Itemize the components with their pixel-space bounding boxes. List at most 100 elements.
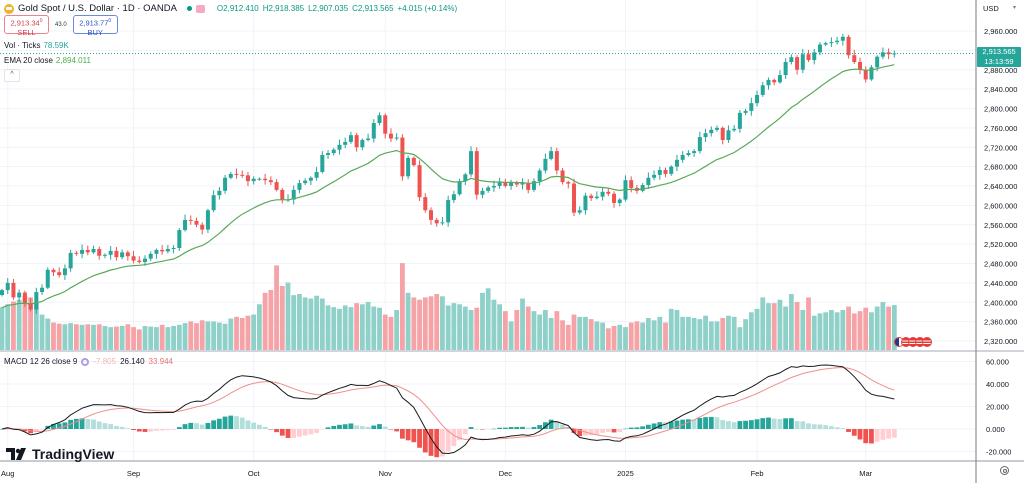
candle-body	[326, 153, 331, 155]
volume-bar	[422, 297, 428, 350]
candle-body	[451, 194, 456, 201]
volume-bar	[766, 303, 771, 350]
currency-selector[interactable]: USD	[983, 4, 999, 13]
candle-body	[795, 57, 800, 70]
volume-bar	[354, 303, 360, 350]
macd-histogram-bar	[800, 421, 806, 429]
volume-bar	[331, 307, 337, 350]
candle-body	[457, 181, 462, 195]
macd-histogram-bar	[154, 429, 159, 431]
candle-body	[509, 182, 514, 186]
candle-body	[194, 220, 199, 225]
tradingview-logo[interactable]: TradingView	[6, 446, 114, 462]
macd-histogram-bar	[886, 429, 891, 439]
candle-body	[297, 183, 302, 190]
macd-legend[interactable]: MACD 12 26 close 9 -7.805 26.140 33.944	[4, 357, 173, 366]
macd-histogram-bar	[171, 429, 176, 430]
macd-histogram-bar	[491, 428, 497, 430]
volume-bar	[285, 282, 291, 350]
macd-histogram-bar	[811, 424, 817, 429]
candle-body	[566, 182, 571, 184]
volume-bar	[165, 327, 171, 350]
symbol-title[interactable]: Gold Spot / U.S. Dollar · 1D · OANDA	[18, 3, 177, 14]
price-axis[interactable]: 2,960.000 2,880.000 2,840.000 2,800.000 2,76…	[984, 27, 1017, 346]
candle-body	[57, 272, 62, 276]
collapse-legend-button[interactable]: ^	[4, 69, 20, 82]
candle-body	[577, 210, 582, 213]
buy-button[interactable]: 2,913.770 BUY	[72, 15, 118, 37]
candle-body	[812, 52, 817, 61]
candle-body	[406, 157, 411, 177]
macd-axis[interactable]: 60.000 40.000 20.000 0.000 -20.000	[986, 358, 1011, 457]
macd-histogram-bar	[108, 424, 114, 429]
macd-histogram-bar	[748, 420, 754, 429]
macd-histogram-bar	[577, 429, 583, 437]
sell-label: SELL	[17, 27, 36, 37]
candle-body	[554, 151, 559, 171]
macd-histogram-bar	[33, 429, 39, 432]
candle-body	[657, 170, 662, 175]
candle-body	[880, 52, 885, 57]
candle-body	[331, 149, 336, 154]
macd-histogram-bar	[251, 422, 257, 429]
candle-body	[68, 252, 73, 269]
macd-histogram-bar	[382, 426, 388, 429]
settings-gear-icon[interactable]	[1000, 466, 1009, 475]
volume-bar	[480, 292, 485, 350]
chevron-down-icon[interactable]: ▾	[1013, 5, 1017, 11]
volume-bar	[720, 318, 726, 350]
macd-histogram-bar	[863, 429, 869, 444]
volume-bar	[726, 315, 731, 350]
candle-body	[692, 151, 697, 154]
candle-body	[22, 292, 27, 304]
macd-histogram-bar	[668, 421, 674, 429]
time-tick-label: Feb	[751, 469, 764, 478]
candle-body	[526, 183, 531, 190]
candle-body	[102, 254, 107, 256]
ema-legend[interactable]: EMA 20 close 2,894.011	[4, 56, 91, 65]
candle-body	[74, 252, 79, 254]
price-tick-label: 2,760.000	[984, 124, 1017, 133]
candle-body	[200, 224, 205, 230]
volume-bar	[325, 305, 331, 350]
price-tick-label: 2,720.000	[984, 143, 1017, 152]
candle-body	[45, 269, 50, 288]
macd-histogram-bar	[371, 425, 377, 429]
time-axis[interactable]: Aug Sep Oct Nov Dec 2025 Feb Mar	[1, 469, 873, 478]
sell-button[interactable]: 2,913.340 SELL	[4, 15, 49, 37]
trade-panel: 2,913.340 SELL 43.0 2,913.770 BUY	[4, 15, 118, 37]
menu-badge-icon[interactable]	[195, 4, 205, 13]
symbol-legend[interactable]: Gold Spot / U.S. Dollar · 1D · OANDA O2,…	[4, 3, 461, 14]
volume-bar	[428, 296, 434, 350]
volume-bar	[686, 316, 691, 350]
macd-histogram-bar	[234, 416, 239, 429]
candle-body	[62, 268, 67, 276]
volume-bar	[737, 327, 743, 350]
candle-body	[5, 282, 10, 291]
candlesticks	[0, 33, 897, 314]
candle-body	[726, 130, 731, 140]
volume-legend[interactable]: Vol · Ticks 78.59K	[4, 41, 69, 50]
price-tick-label: 2,400.000	[984, 298, 1017, 307]
candle-body	[245, 175, 250, 182]
volume-bar	[514, 310, 520, 350]
candle-body	[617, 199, 622, 203]
us-flag-icon[interactable]	[922, 337, 932, 347]
candle-body	[394, 137, 399, 139]
volume-bar	[45, 318, 51, 350]
macd-histogram-bar	[359, 426, 365, 429]
economic-events[interactable]	[894, 337, 932, 347]
volume-bar	[199, 320, 205, 350]
candle-body	[211, 195, 216, 211]
macd-histogram-bar	[73, 418, 79, 429]
candle-body	[697, 137, 702, 152]
macd-histogram-bar	[325, 427, 331, 429]
volume-bar	[262, 292, 268, 350]
volume-bar	[79, 324, 85, 350]
macd-histogram-bar	[617, 429, 623, 433]
price-tick-label: 2,520.000	[984, 240, 1017, 249]
volume-bar	[314, 295, 319, 350]
volume-bar	[131, 327, 136, 350]
macd-histogram-bar	[302, 429, 308, 436]
